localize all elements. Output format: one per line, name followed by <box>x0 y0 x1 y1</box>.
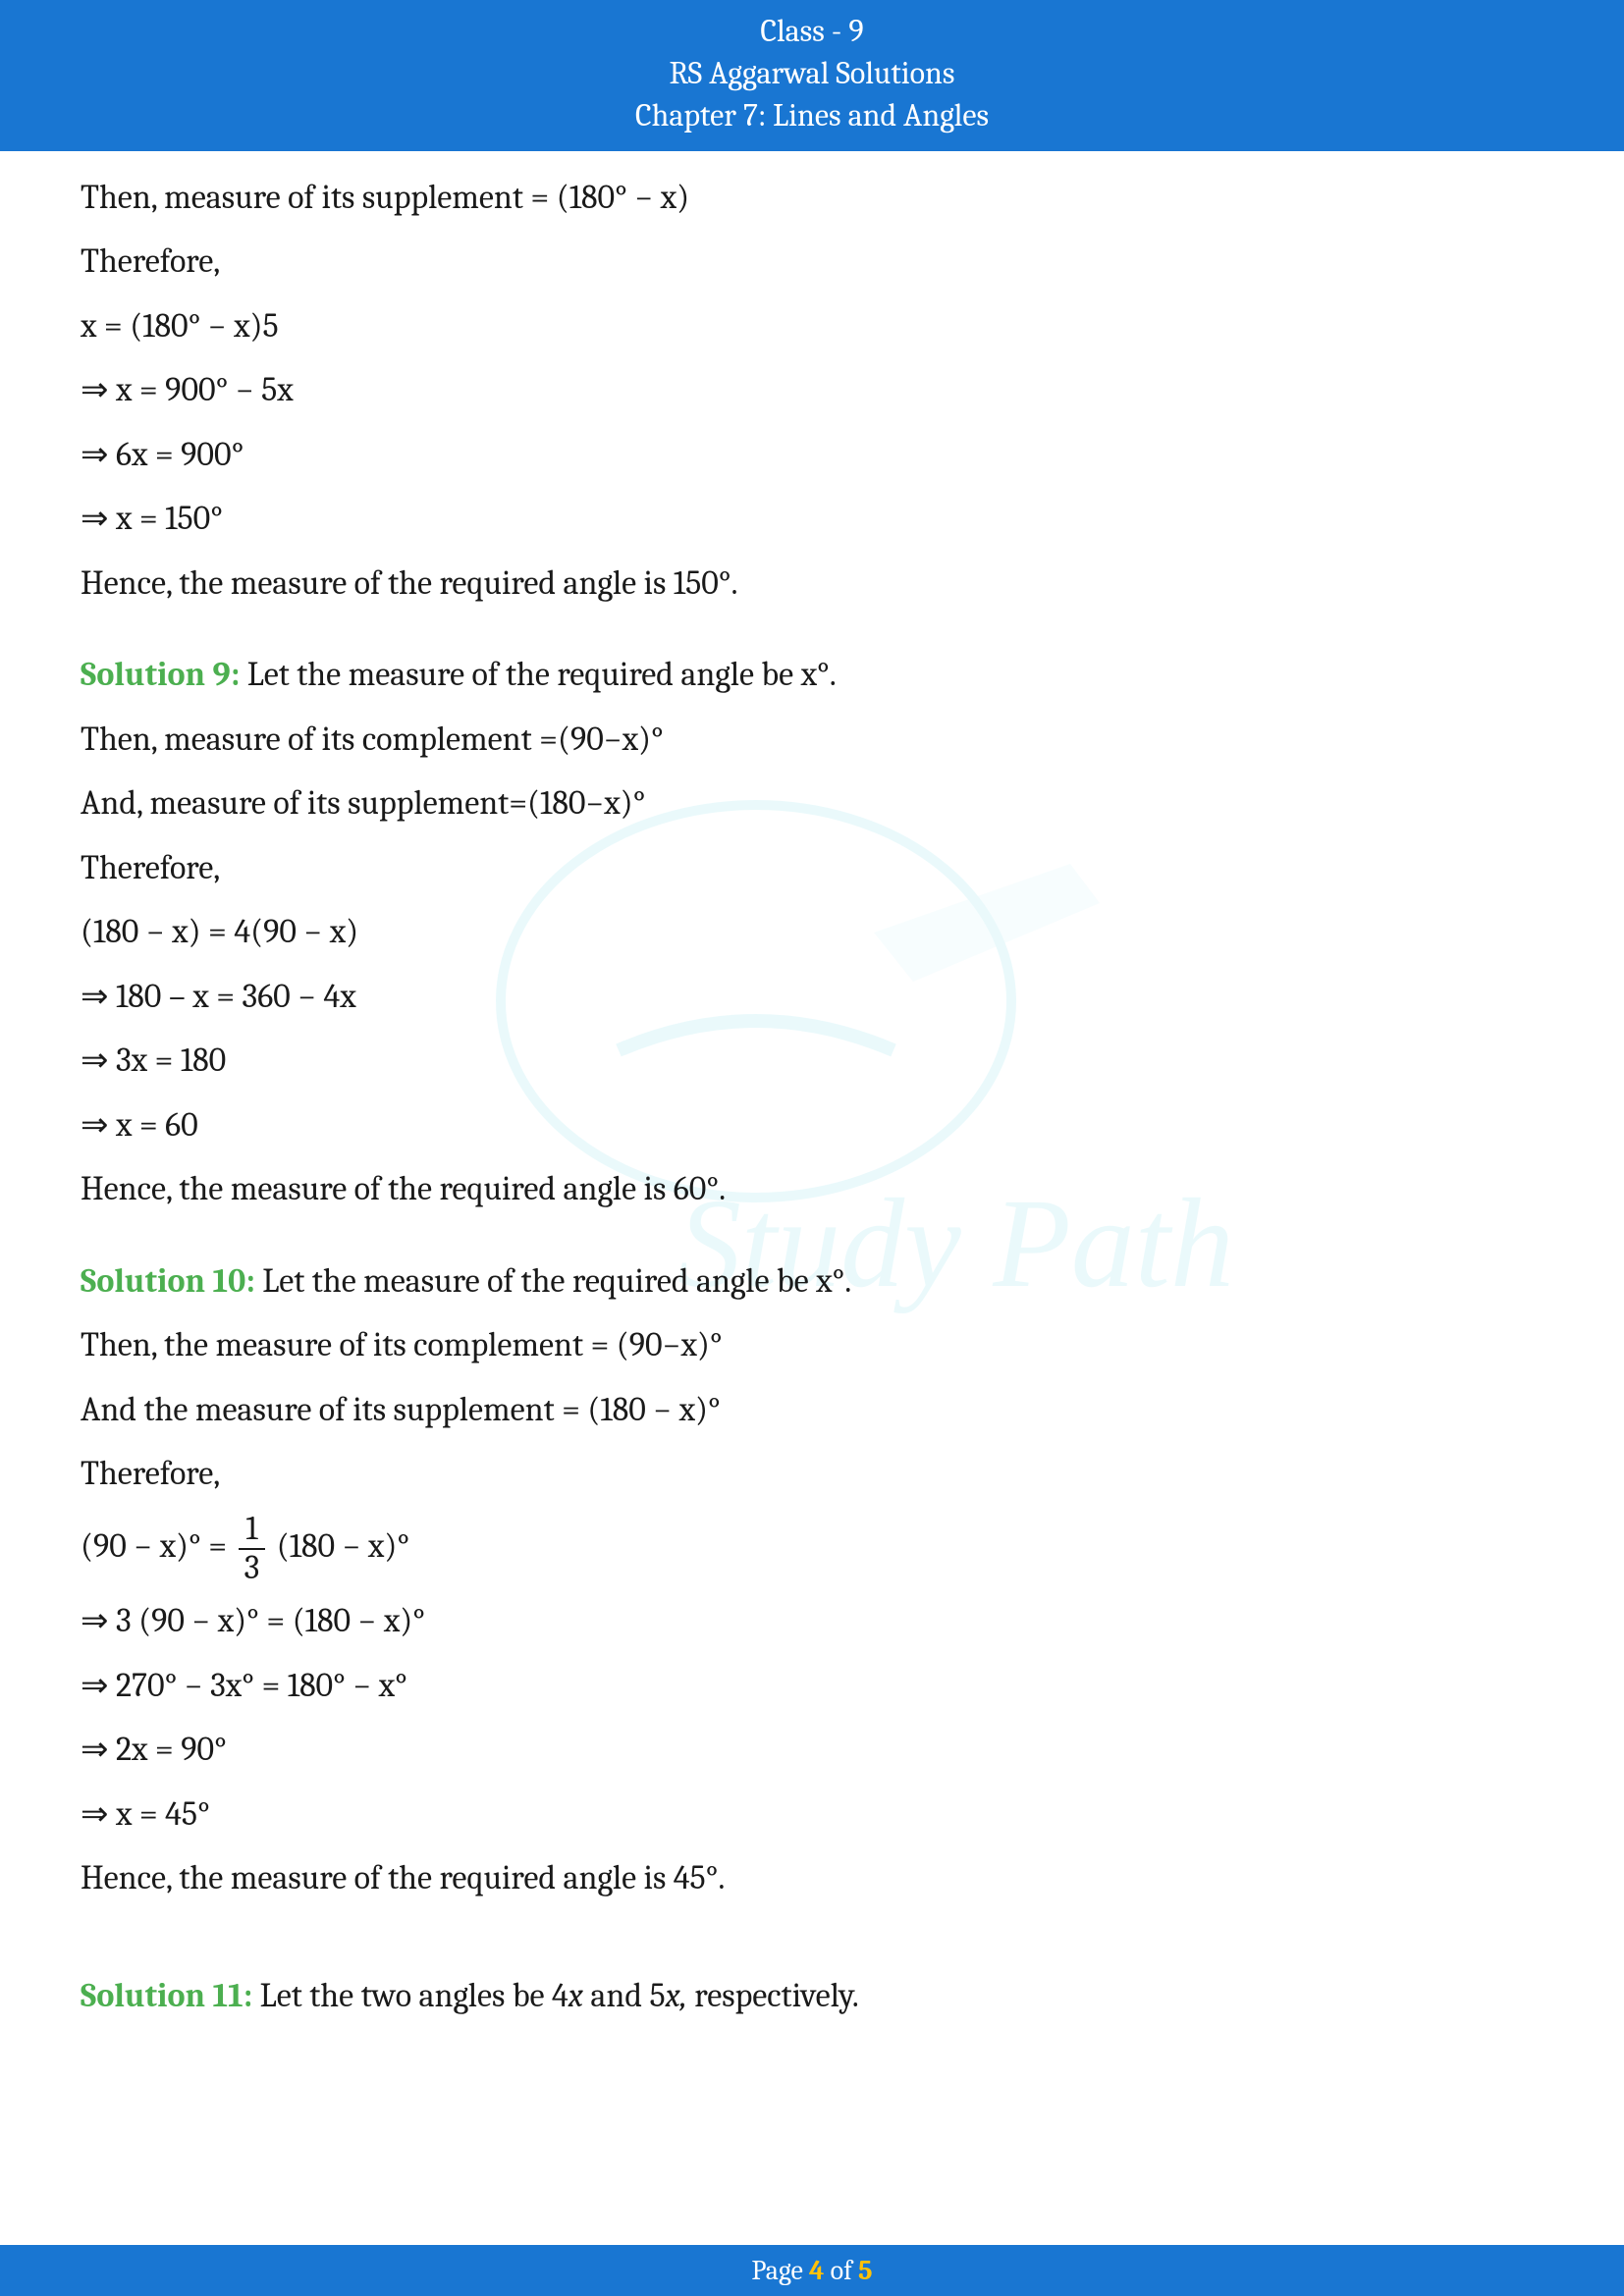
eq-rhs: (180 − x)° <box>269 1526 409 1566</box>
fraction-equation: (90 − x)° = 13 (180 − x)° <box>81 1510 1543 1586</box>
footer-mid: of <box>824 2255 858 2286</box>
prelude-block: Then, measure of its supplement = (180° … <box>81 169 1543 614</box>
page-total: 5 <box>858 2255 873 2286</box>
equation-line: ⇒ x = 45° <box>81 1786 1543 1844</box>
equation-line: ⇒ x = 150° <box>81 490 1543 549</box>
italic-var: x, <box>666 1976 687 2015</box>
equation-line: (180 − x) = 4(90 − x) <box>81 903 1543 962</box>
header-class: Class - 9 <box>0 10 1624 52</box>
footer-prefix: Page <box>751 2255 809 2286</box>
fraction-numerator: 1 <box>239 1511 266 1549</box>
solution-11-block: Solution 11: Let the two angles be 4x an… <box>81 1967 1543 2026</box>
text-line: And the measure of its supplement = (180… <box>81 1381 1543 1440</box>
conclusion-line: Hence, the measure of the required angle… <box>81 1160 1543 1219</box>
header-book: RS Aggarwal Solutions <box>0 52 1624 94</box>
equation-line: ⇒ 6x = 900° <box>81 426 1543 485</box>
eq-lhs: (90 − x)° = <box>81 1526 235 1566</box>
equation-line: ⇒ x = 60 <box>81 1096 1543 1155</box>
solution-intro: Solution 11: Let the two angles be 4x an… <box>81 1967 1543 2026</box>
text-line: Therefore, <box>81 839 1543 898</box>
solution-intro: Solution 9: Let the measure of the requi… <box>81 646 1543 705</box>
equation-line: ⇒ x = 900° − 5x <box>81 361 1543 420</box>
text-line: Therefore, <box>81 1445 1543 1504</box>
fraction: 13 <box>239 1511 266 1586</box>
intro-part: respectively. <box>687 1976 859 2015</box>
text-line: Then, measure of its supplement = (180° … <box>81 169 1543 228</box>
solution-label: Solution 9: <box>81 655 240 694</box>
intro-text: Let the measure of the required angle be… <box>255 1261 852 1301</box>
text-line: And, measure of its supplement=(180−x)° <box>81 774 1543 833</box>
italic-var: x <box>568 1976 583 2015</box>
conclusion-line: Hence, the measure of the required angle… <box>81 1849 1543 1908</box>
equation-line: ⇒ 3x = 180 <box>81 1032 1543 1091</box>
fraction-denominator: 3 <box>239 1550 266 1586</box>
intro-part: and 5 <box>583 1976 666 2015</box>
solution-10-block: Solution 10: Let the measure of the requ… <box>81 1253 1543 1908</box>
header-chapter: Chapter 7: Lines and Angles <box>0 94 1624 136</box>
content-area: Then, measure of its supplement = (180° … <box>0 151 1624 2025</box>
solution-intro: Solution 10: Let the measure of the requ… <box>81 1253 1543 1311</box>
equation-line: ⇒ 2x = 90° <box>81 1721 1543 1780</box>
equation-line: ⇒ 180 – x = 360 − 4x <box>81 968 1543 1027</box>
header-bar: Class - 9 RS Aggarwal Solutions Chapter … <box>0 0 1624 151</box>
intro-text: Let the measure of the required angle be… <box>240 655 837 694</box>
intro-part: Let the two angles be 4 <box>252 1976 568 2015</box>
solution-label: Solution 10: <box>81 1261 255 1301</box>
equation-line: ⇒ 270° − 3x° = 180° − x° <box>81 1657 1543 1716</box>
text-line: Then, measure of its complement =(90−x)° <box>81 711 1543 770</box>
page-current: 4 <box>809 2255 824 2286</box>
solution-label: Solution 11: <box>81 1976 252 2015</box>
solution-9-block: Solution 9: Let the measure of the requi… <box>81 646 1543 1219</box>
conclusion-line: Hence, the measure of the required angle… <box>81 555 1543 614</box>
text-line: Therefore, <box>81 233 1543 292</box>
equation-line: ⇒ 3 (90 − x)° = (180 − x)° <box>81 1592 1543 1651</box>
equation-line: x = (180° − x)5 <box>81 297 1543 356</box>
text-line: Then, the measure of its complement = (9… <box>81 1316 1543 1375</box>
footer-bar: Page 4 of 5 <box>0 2245 1624 2296</box>
